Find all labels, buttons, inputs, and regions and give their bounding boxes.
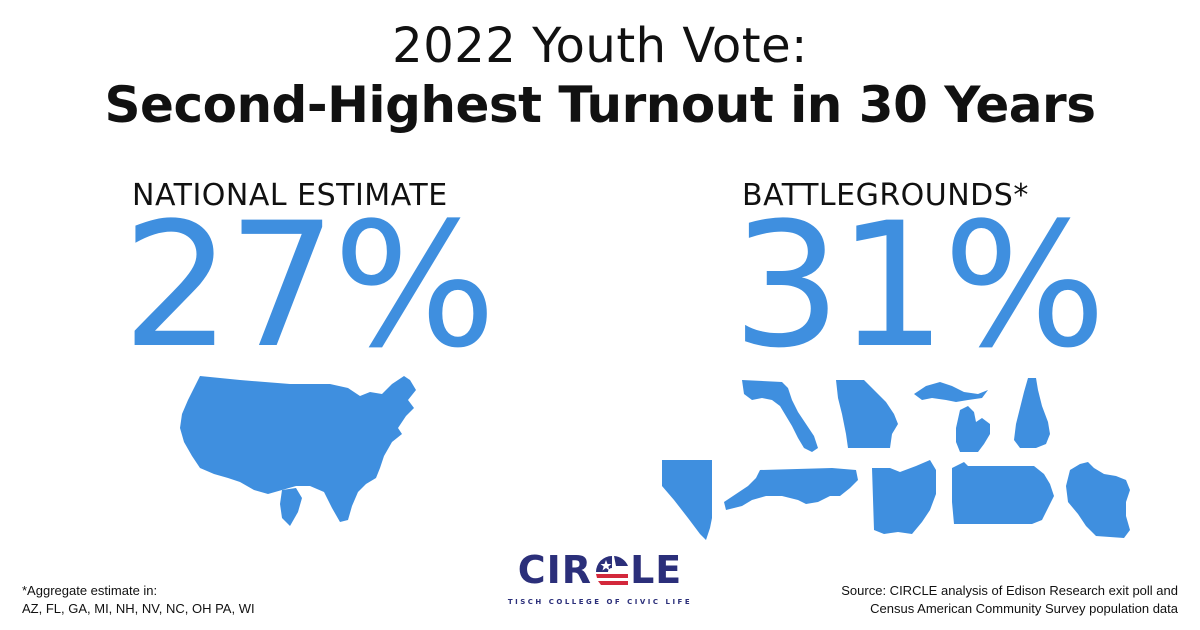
national-estimate-value: 27% [122, 185, 496, 386]
title-line-2: Second-Highest Turnout in 30 Years [104, 76, 1096, 134]
circle-logo: CIR LE TISCH COLLEGE OF CIVIC LIFE [500, 548, 700, 612]
battlegrounds-label: BATTLEGROUNDS* [742, 178, 1029, 213]
pennsylvania-icon [952, 462, 1054, 524]
title-line-1: 2022 Youth Vote: [392, 18, 808, 74]
footnote: *Aggregate estimate in: AZ, FL, GA, MI, … [22, 582, 255, 618]
logo-tagline: TISCH COLLEGE OF CIVIC LIFE [507, 598, 693, 606]
new-hampshire-icon [1014, 378, 1050, 448]
michigan-icon [914, 382, 990, 452]
flag-c-emblem-icon [596, 556, 628, 585]
source-line-1: Source: CIRCLE analysis of Edison Resear… [841, 583, 1178, 598]
national-estimate-label: NATIONAL ESTIMATE [132, 178, 448, 213]
source-note: Source: CIRCLE analysis of Edison Resear… [841, 582, 1178, 618]
usa-map-icon [180, 376, 416, 526]
footnote-line-1: *Aggregate estimate in: [22, 583, 158, 598]
logo-word-right: LE [630, 548, 683, 592]
logo-word-left: CIR [517, 548, 593, 592]
ohio-icon [872, 460, 936, 534]
battlegrounds-value: 31% [732, 185, 1106, 386]
wisconsin-icon [1066, 462, 1130, 538]
logo-wordmark: CIR LE [500, 548, 700, 592]
source-line-2: Census American Community Survey populat… [870, 601, 1178, 616]
footnote-line-2: AZ, FL, GA, MI, NH, NV, NC, OH PA, WI [22, 601, 255, 616]
florida-icon [742, 380, 818, 452]
north-carolina-icon [724, 468, 858, 510]
nevada-icon [662, 460, 712, 540]
georgia-icon [836, 380, 898, 448]
